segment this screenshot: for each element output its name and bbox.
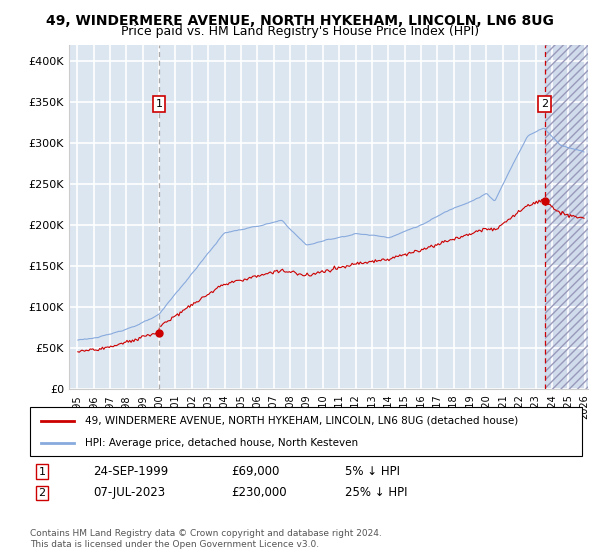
Text: Price paid vs. HM Land Registry's House Price Index (HPI): Price paid vs. HM Land Registry's House … bbox=[121, 25, 479, 38]
FancyBboxPatch shape bbox=[30, 407, 582, 456]
Text: £230,000: £230,000 bbox=[231, 486, 287, 500]
Bar bbox=[545, 45, 588, 389]
Text: 2: 2 bbox=[38, 488, 46, 498]
Text: £69,000: £69,000 bbox=[231, 465, 280, 478]
Text: 5% ↓ HPI: 5% ↓ HPI bbox=[345, 465, 400, 478]
Text: Contains HM Land Registry data © Crown copyright and database right 2024.
This d: Contains HM Land Registry data © Crown c… bbox=[30, 529, 382, 549]
Text: HPI: Average price, detached house, North Kesteven: HPI: Average price, detached house, Nort… bbox=[85, 437, 358, 447]
Text: 24-SEP-1999: 24-SEP-1999 bbox=[93, 465, 168, 478]
Text: 49, WINDERMERE AVENUE, NORTH HYKEHAM, LINCOLN, LN6 8UG (detached house): 49, WINDERMERE AVENUE, NORTH HYKEHAM, LI… bbox=[85, 416, 518, 426]
Text: 25% ↓ HPI: 25% ↓ HPI bbox=[345, 486, 407, 500]
Text: 49, WINDERMERE AVENUE, NORTH HYKEHAM, LINCOLN, LN6 8UG: 49, WINDERMERE AVENUE, NORTH HYKEHAM, LI… bbox=[46, 14, 554, 28]
Text: 07-JUL-2023: 07-JUL-2023 bbox=[93, 486, 165, 500]
Text: 2: 2 bbox=[541, 99, 548, 109]
Text: 1: 1 bbox=[155, 99, 163, 109]
Text: 1: 1 bbox=[38, 466, 46, 477]
Bar bbox=[545, 45, 588, 389]
